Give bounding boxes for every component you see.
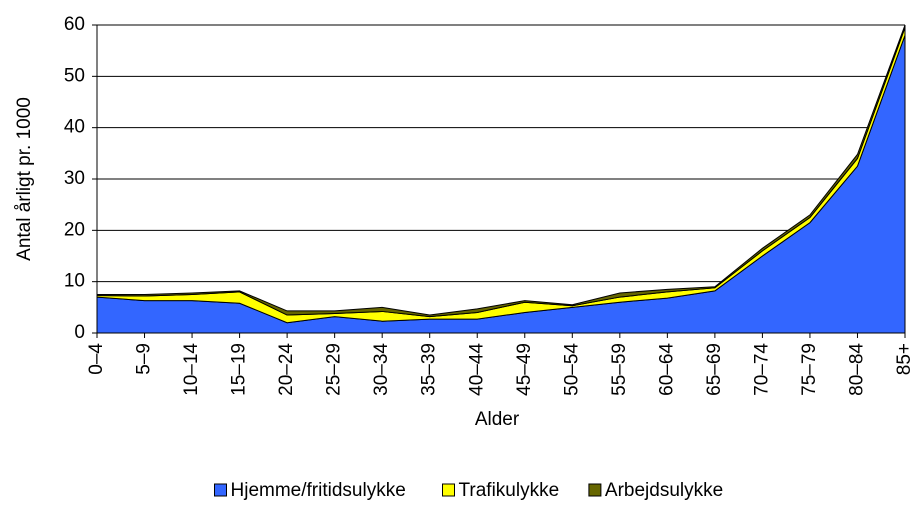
x-tick-label: 30–34 — [371, 343, 392, 396]
y-tick-label: 20 — [64, 219, 85, 240]
x-tick-label: 35–39 — [419, 343, 440, 396]
y-axis-title: Antal årligt pr. 1000 — [14, 97, 35, 261]
x-tick-label: 10–14 — [181, 343, 202, 396]
y-tick-label: 50 — [64, 65, 85, 86]
x-tick-label: 70–74 — [751, 343, 772, 396]
x-tick-label: 55–59 — [609, 343, 630, 396]
legend-label: Arbejdsulykke — [605, 480, 723, 501]
area — [96, 35, 906, 334]
x-tick-label: 45–49 — [514, 343, 535, 396]
x-tick-label: 85+ — [894, 343, 915, 375]
legend-swatch — [442, 483, 455, 497]
y-tick-label: 30 — [64, 168, 85, 189]
legend-label: Trafikulykke — [459, 480, 560, 501]
x-tick-label: 50–54 — [561, 343, 582, 396]
y-tick-label: 0 — [74, 322, 85, 343]
legend-label: Hjemme/fritidsulykke — [231, 480, 406, 501]
y-tick-label: 10 — [64, 271, 85, 292]
x-tick-label: 80–84 — [846, 343, 867, 396]
x-axis-title: Alder — [475, 409, 520, 430]
x-tick-label: 65–69 — [704, 343, 725, 396]
x-tick-label: 5–9 — [134, 343, 155, 375]
x-tick-label: 25–29 — [324, 343, 345, 396]
x-tick-label: 15–19 — [229, 343, 250, 396]
legend-swatch — [588, 483, 602, 497]
y-tick-label: 40 — [64, 117, 85, 138]
x-tick-label: 0–4 — [86, 343, 107, 375]
x-tick-label: 20–24 — [276, 343, 297, 396]
x-tick-label: 60–64 — [656, 343, 677, 396]
y-tick-label: 60 — [64, 14, 85, 35]
legend-swatch — [214, 483, 227, 497]
x-tick-label: 40–44 — [466, 343, 487, 396]
x-tick-label: 75–79 — [799, 343, 820, 396]
